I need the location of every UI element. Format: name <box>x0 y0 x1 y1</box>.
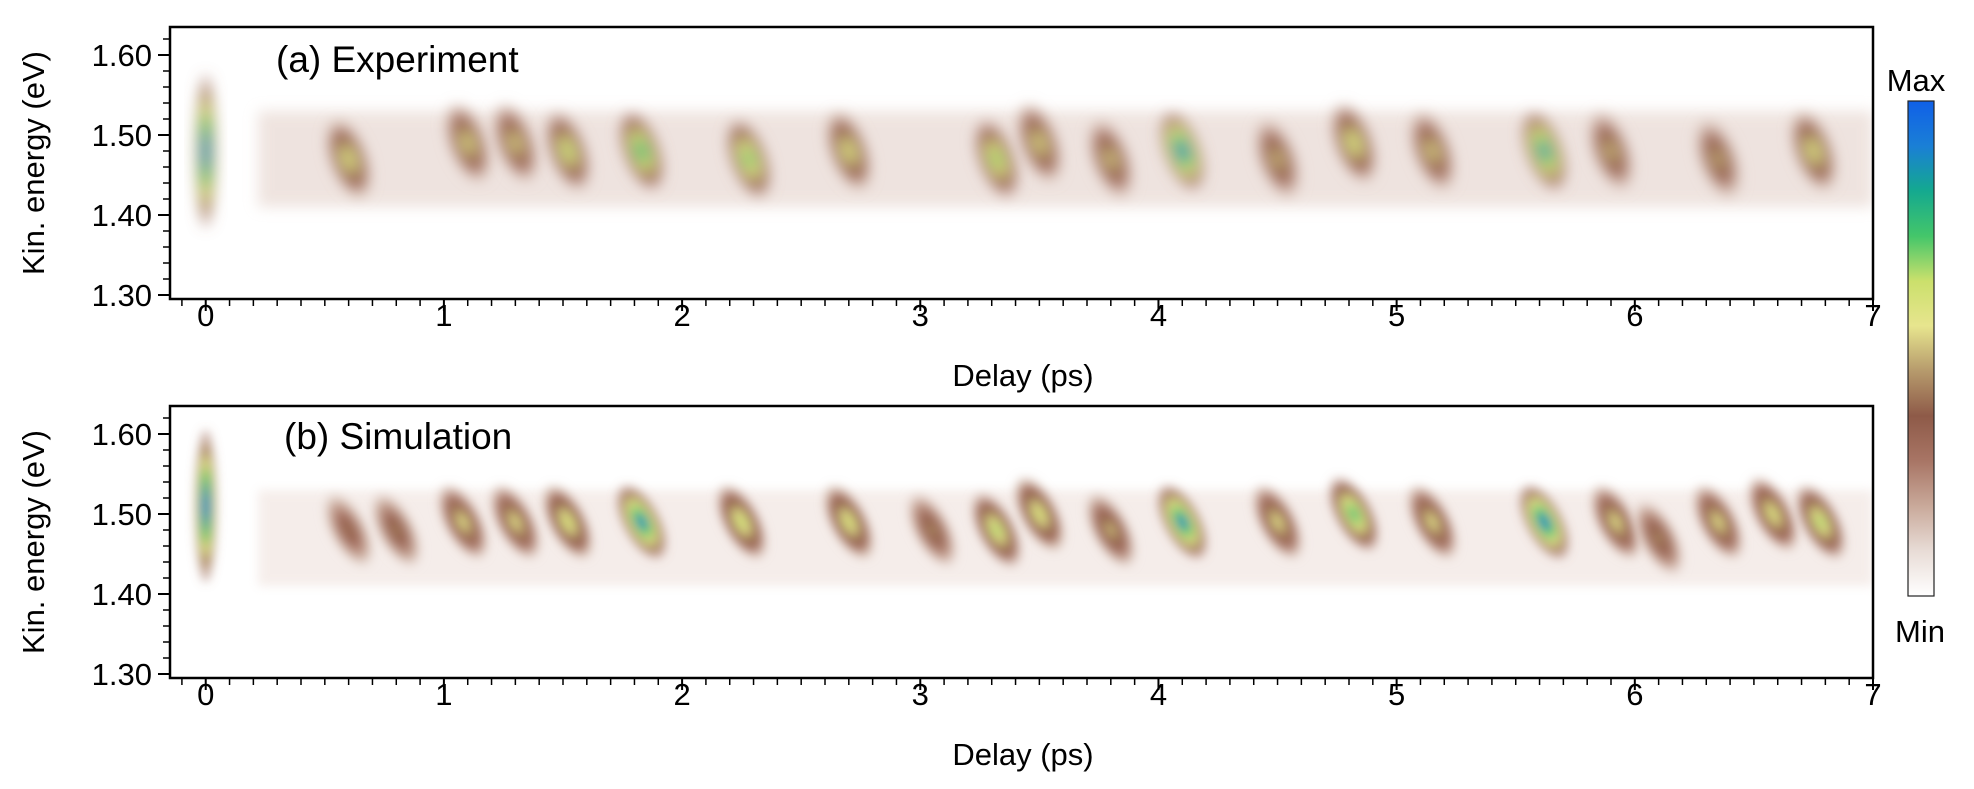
plot-frame-b <box>168 404 1875 680</box>
peak-mark <box>326 120 371 198</box>
peak-mark <box>1796 485 1846 559</box>
x-tick-label: 5 <box>1388 677 1405 712</box>
peak-mark <box>1253 485 1303 559</box>
peak-mark <box>617 485 667 559</box>
heatmap-a <box>195 75 1873 227</box>
peak-mark <box>446 104 490 182</box>
y-tick-label: 1.60 <box>92 38 152 73</box>
peak-mark <box>1332 104 1376 182</box>
ticks-b: 0 1 2 3 4 5 6 7 1.30 1.40 1.50 1.60 <box>92 417 1882 712</box>
peak-mark <box>1791 112 1836 190</box>
peak-mark <box>1522 112 1566 190</box>
peak-mark <box>1086 493 1136 567</box>
peak-mark <box>438 485 488 559</box>
x-tick-label: 6 <box>1626 298 1643 333</box>
x-tick-label: 2 <box>673 298 690 333</box>
peak-mark <box>827 112 871 190</box>
colorbar-max-label: Max <box>1887 63 1946 98</box>
peak-mark <box>824 485 874 559</box>
peak-mark <box>371 493 421 567</box>
peak-mark <box>543 485 593 559</box>
peak-mark <box>1693 485 1743 559</box>
x-tick-label: 4 <box>1150 298 1167 333</box>
peak-mark <box>619 112 664 190</box>
panel-a: (a) Experiment 0 1 2 3 4 5 6 71.301.401.501.60 … <box>16 25 1882 393</box>
x-tick-label: 7 <box>1864 298 1881 333</box>
peak-mark <box>1589 112 1633 190</box>
peak-mark <box>717 485 767 559</box>
peak-mark <box>195 430 217 582</box>
x-tick-label: 2 <box>673 677 690 712</box>
peak-mark <box>727 120 771 198</box>
y-axis-label-b: Kin. energy (eV) <box>16 430 51 654</box>
y-tick-label: 1.30 <box>92 657 152 692</box>
peak-mark <box>1410 112 1455 190</box>
x-axis-label-b: Delay (ps) <box>952 737 1093 772</box>
peak-mark <box>1696 120 1740 198</box>
peak-mark <box>1519 485 1569 559</box>
peak-mark <box>1634 501 1684 575</box>
x-tick-label: 6 <box>1626 677 1643 712</box>
ticks-a: 0 1 2 3 4 5 6 7 1.30 1.40 1.50 1.60 <box>92 38 1882 333</box>
colorbar: Max Min <box>1887 63 1946 649</box>
y-tick-label: 1.50 <box>92 497 152 532</box>
y-axis-label-a: Kin. energy (eV) <box>16 51 51 275</box>
y-tick-label: 1.60 <box>92 417 152 452</box>
x-tick-label: 3 <box>912 298 929 333</box>
peak-mark <box>1591 485 1641 559</box>
peak-mark <box>1160 112 1204 190</box>
x-axis-label-a: Delay (ps) <box>952 358 1093 393</box>
peak-mark <box>1329 477 1379 551</box>
peak-mark <box>1017 104 1062 182</box>
peak-mark <box>1748 477 1798 551</box>
y-tick-label: 1.50 <box>92 118 152 153</box>
y-tick-label: 1.30 <box>92 278 152 313</box>
peak-mark <box>974 120 1019 198</box>
colorbar-min-label: Min <box>1895 614 1945 649</box>
x-tick-label: 0 <box>197 677 214 712</box>
colorbar-gradient <box>1907 100 1935 597</box>
y-tick-label: 1.40 <box>92 198 152 233</box>
peak-mark <box>907 493 957 567</box>
peak-mark <box>493 104 538 182</box>
plot-frame-a <box>168 25 1875 301</box>
y-tick-label: 1.40 <box>92 577 152 612</box>
peak-mark <box>1255 120 1300 198</box>
x-tick-label: 4 <box>1150 677 1167 712</box>
peak-mark <box>546 112 590 190</box>
x-tick-label: 1 <box>435 677 452 712</box>
x-tick-label: 0 <box>197 298 214 333</box>
peak-mark <box>1014 477 1064 551</box>
peak-mark <box>1157 485 1207 559</box>
peak-mark <box>195 75 217 227</box>
x-tick-label: 1 <box>435 298 452 333</box>
x-tick-label: 7 <box>1864 677 1881 712</box>
heatmap-b <box>195 430 1873 586</box>
panel-title-a: (a) Experiment <box>276 39 519 80</box>
peak-mark <box>490 485 540 559</box>
peak-mark <box>324 493 374 567</box>
x-tick-label: 5 <box>1388 298 1405 333</box>
panel-title-b: (b) Simulation <box>284 416 512 457</box>
peak-mark <box>1089 120 1133 198</box>
peak-mark <box>971 493 1022 567</box>
peak-mark <box>1407 485 1457 559</box>
x-tick-label: 3 <box>912 677 929 712</box>
panel-b: (b) Simulation 0 1 2 3 4 5 6 71.301.401.501.60 … <box>16 404 1882 772</box>
